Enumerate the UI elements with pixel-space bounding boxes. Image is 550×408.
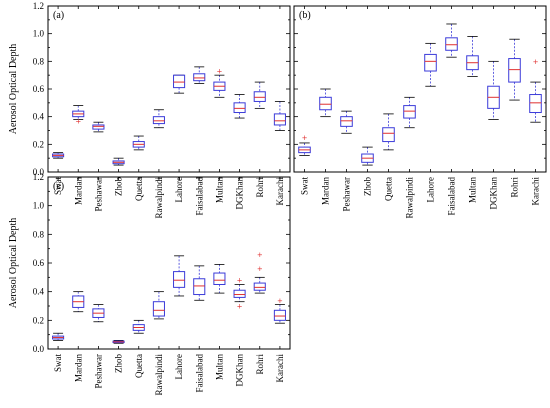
panel-b-box bbox=[320, 97, 332, 109]
panel-c-ytick-label: 1.2 bbox=[33, 172, 44, 182]
panel-b-category-label: Swat bbox=[300, 177, 310, 195]
panel-c-outlier: + bbox=[237, 277, 243, 285]
panel-a-category-label: Karachi bbox=[275, 177, 285, 206]
panel-a-box bbox=[93, 125, 104, 129]
panel-c-label: (c) bbox=[53, 181, 64, 192]
panel-a-category-label: Faisalabad bbox=[194, 177, 204, 216]
panel-b-frame bbox=[294, 6, 546, 172]
panel-c-outlier: + bbox=[257, 251, 263, 259]
panel-c-ytick-label: 0.6 bbox=[33, 258, 45, 268]
panel-a-category-label: Mardan bbox=[73, 177, 83, 205]
panel-a-category-label: Quetta bbox=[134, 177, 144, 201]
panel-b-box bbox=[446, 38, 458, 50]
panel-b-box bbox=[404, 106, 416, 118]
panel-c-category-label: Quetta bbox=[134, 354, 144, 378]
panel-b-box bbox=[425, 54, 437, 71]
panel-c-category-label: Zhob bbox=[114, 354, 124, 373]
panel-b-box bbox=[509, 59, 521, 83]
panel-a-box bbox=[274, 114, 285, 125]
panel-c-box bbox=[274, 310, 285, 320]
panel-b-outlier: + bbox=[302, 134, 308, 142]
panel-b-box bbox=[341, 117, 353, 127]
panel-c-category-label: Lahore bbox=[174, 354, 184, 379]
panel-c-outlier: + bbox=[237, 303, 243, 311]
panel-b-category-label: Peshawar bbox=[342, 177, 352, 212]
panel-a-ytick-label: 0.8 bbox=[33, 56, 45, 66]
panel-c-ylabel: Aerosol Optical Depth bbox=[8, 218, 19, 309]
panel-c-box bbox=[254, 283, 265, 290]
panel-a-outlier: + bbox=[216, 68, 222, 76]
panel-c-category-label: DGKhan bbox=[235, 354, 245, 387]
panel-c-ytick-label: 0.8 bbox=[33, 229, 45, 239]
panel-a-category-label: Peshawar bbox=[93, 177, 103, 212]
panel-c-box bbox=[174, 272, 185, 288]
panel-c-category-label: Swat bbox=[53, 354, 63, 372]
panel-a-ytick-label: 1.2 bbox=[33, 1, 44, 11]
panel-a-box bbox=[234, 103, 245, 113]
panel-a-box bbox=[153, 117, 164, 124]
panel-a-box bbox=[174, 75, 185, 87]
panel-b-category-label: DGKhan bbox=[489, 177, 499, 210]
panel-c-category-label: Peshawar bbox=[93, 354, 103, 389]
panel-c-outlier: + bbox=[277, 297, 283, 305]
panel-a-ytick-label: 0.4 bbox=[33, 112, 45, 122]
panel-c-category-label: Mardan bbox=[73, 354, 83, 382]
panel-b-category-label: Lahore bbox=[426, 177, 436, 202]
panel-c-box bbox=[153, 302, 164, 316]
panel-c-box bbox=[194, 279, 205, 295]
panel-c-category-label: Multan bbox=[214, 354, 224, 380]
panel-b-category-label: Mardan bbox=[321, 177, 331, 205]
panel-b-category-label: Quetta bbox=[384, 177, 394, 201]
panel-b-category-label: Karachi bbox=[531, 177, 541, 206]
panel-a-ytick-label: 0.6 bbox=[33, 84, 45, 94]
panel-c-box bbox=[234, 290, 245, 297]
panel-a-outlier: + bbox=[75, 117, 81, 125]
panel-a-category-label: DGKhan bbox=[235, 177, 245, 210]
panel-a-frame bbox=[48, 6, 290, 172]
panel-b-label: (b) bbox=[299, 10, 311, 21]
panel-b-category-label: Rawalpindi bbox=[405, 177, 415, 219]
panel-b-category-label: Zhob bbox=[363, 177, 373, 196]
panel-a-ytick-label: 1.0 bbox=[33, 29, 45, 39]
panel-b-box bbox=[530, 95, 542, 113]
panel-c-category-label: Rohri bbox=[255, 354, 265, 375]
panel-c-ytick-label: 0.0 bbox=[33, 344, 45, 354]
panel-a-box bbox=[254, 92, 265, 102]
panel-a-label: (a) bbox=[53, 10, 64, 21]
panel-b-box bbox=[383, 128, 395, 142]
panel-a-category-label: Rawalpindi bbox=[154, 177, 164, 219]
panel-c-frame bbox=[48, 177, 290, 349]
panel-c-ytick-label: 0.2 bbox=[33, 315, 44, 325]
panel-a-ytick-label: 0.2 bbox=[33, 139, 44, 149]
panel-a-category-label: Multan bbox=[214, 177, 224, 203]
panel-c-ytick-label: 1.0 bbox=[33, 201, 45, 211]
panel-a-ylabel: Aerosol Optical Depth bbox=[8, 44, 19, 135]
panel-b-category-label: Faisalabad bbox=[447, 177, 457, 216]
panel-c-category-label: Rawalpindi bbox=[154, 354, 164, 396]
panel-c-category-label: Karachi bbox=[275, 354, 285, 383]
panel-b-category-label: Rohri bbox=[510, 177, 520, 198]
panel-c-category-label: Faisalabad bbox=[194, 354, 204, 393]
panel-c-box bbox=[214, 273, 225, 284]
panel-a-category-label: Lahore bbox=[174, 177, 184, 202]
panel-c-ytick-label: 0.4 bbox=[33, 287, 45, 297]
panel-a-box bbox=[194, 74, 205, 81]
panel-b-outlier: + bbox=[533, 58, 539, 66]
panel-b-category-label: Multan bbox=[468, 177, 478, 203]
panel-c-outlier: + bbox=[257, 265, 263, 273]
